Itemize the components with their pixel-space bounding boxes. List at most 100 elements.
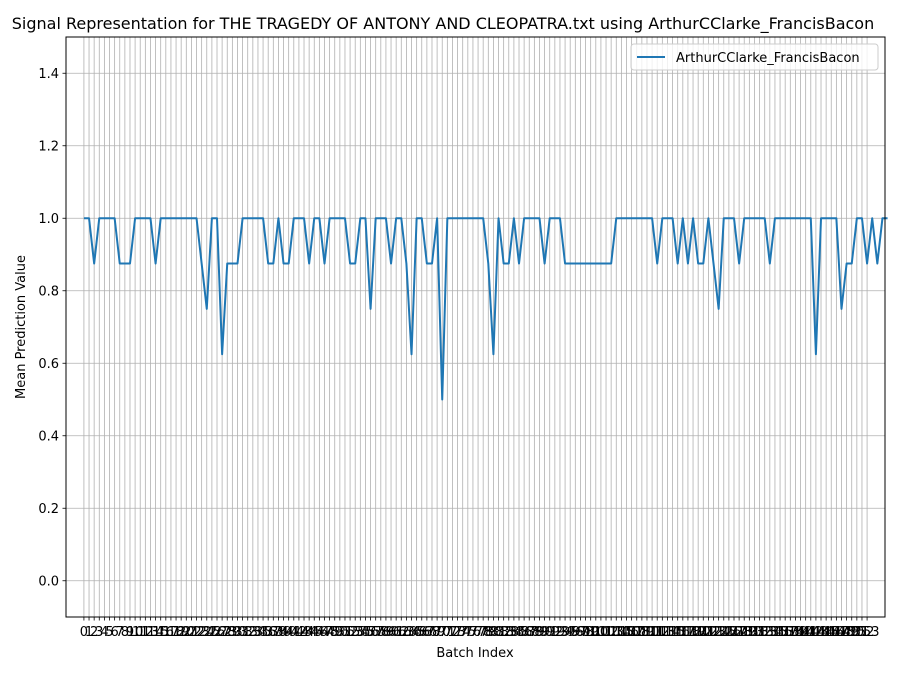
x-tick-label: 75 [460,625,477,640]
x-tick-label: 50 [332,625,349,640]
x-tick-label: 86 [516,625,533,640]
x-tick-label: 29 [224,625,241,640]
x-tick-label: 35 [255,625,272,640]
x-tick-label: 20 [178,625,195,640]
x-tick-label: 92 [547,625,564,640]
x-tick-label: 132 [747,625,772,640]
x-tick-label: 33 [245,625,262,640]
x-tick-label: 45 [306,625,323,640]
x-tick-label: 48 [321,625,338,640]
x-tick-label: 9 [126,625,134,640]
x-tick-label: 17 [163,625,180,640]
y-tick-label: 0.4 [38,429,59,444]
x-tick-label: 8 [121,625,129,640]
x-tick-label: 42 [291,625,308,640]
x-tick-label: 98 [577,625,594,640]
x-tick-label: 103 [599,625,624,640]
x-tick-label: 123 [701,625,726,640]
x-tick-label: 93 [552,625,569,640]
x-tick-label: 11 [132,625,149,640]
x-tick-label: 1 [85,625,93,640]
x-tick-label: 73 [449,625,466,640]
x-tick-label: 147 [824,625,849,640]
chart-title: Signal Representation for THE TRAGEDY OF… [12,14,874,34]
x-tick-label: 89 [531,625,548,640]
x-tick-label: 22 [188,625,205,640]
x-tick-label: 34 [250,625,267,640]
x-tick-label: 71 [439,625,456,640]
x-tick-label: 120 [686,625,711,640]
x-tick-label: 101 [588,625,613,640]
x-tick-label: 131 [742,625,767,640]
x-tick-label: 90 [536,625,553,640]
y-tick-label: 1.4 [38,67,59,82]
x-tick-label: 43 [296,625,313,640]
y-tick-label: 0.6 [38,357,59,372]
x-tick-label: 0 [80,625,88,640]
x-tick-label: 113 [650,625,675,640]
x-tick-label: 145 [814,625,839,640]
x-tick-label: 84 [506,625,523,640]
x-tick-label: 83 [500,625,517,640]
x-tick-label: 138 [778,625,803,640]
x-tick-label: 47 [316,625,333,640]
x-tick-label: 63 [398,625,415,640]
x-tick-label: 57 [367,625,384,640]
x-tick-label: 66 [413,625,430,640]
x-tick-label: 3 [95,625,103,640]
plot-frame [65,36,886,618]
x-tick-label: 137 [773,625,798,640]
x-tick-label: 65 [408,625,425,640]
x-tick-label: 126 [716,625,741,640]
x-tick-label: 136 [768,625,793,640]
x-tick-label: 76 [465,625,482,640]
y-tick-label: 0.2 [38,502,59,517]
y-axis-ticks: 0.0 0.2 0.4 0.6 0.8 1.0 1.2 1.4 [38,67,66,589]
x-tick-label: 28 [219,625,236,640]
x-tick-label: 127 [722,625,747,640]
x-tick-label: 40 [280,625,297,640]
x-tick-label: 116 [665,625,690,640]
x-tick-label: 79 [480,625,497,640]
grid [66,37,885,617]
x-tick-label: 37 [265,625,282,640]
y-tick-label: 0.8 [38,284,59,299]
x-tick-label: 55 [357,625,374,640]
x-tick-label: 130 [737,625,762,640]
x-tick-label: 133 [752,625,777,640]
x-tick-label: 121 [691,625,716,640]
x-tick-label: 140 [788,625,813,640]
x-tick-label: 31 [234,625,251,640]
x-tick-label: 30 [229,625,246,640]
x-tick-label: 143 [803,625,828,640]
x-tick-label: 6 [110,625,118,640]
x-tick-label: 102 [594,625,619,640]
x-tick-label: 114 [655,625,680,640]
x-tick-label: 72 [444,625,461,640]
x-tick-label: 81 [490,625,507,640]
x-tick-label: 69 [429,625,446,640]
x-tick-label: 149 [834,625,859,640]
x-tick-label: 5 [105,625,113,640]
x-tick-label: 105 [609,625,634,640]
x-tick-label: 53 [347,625,364,640]
y-tick-label: 1.2 [38,139,59,154]
x-tick-label: 7 [116,625,124,640]
x-tick-label: 82 [495,625,512,640]
x-tick-label: 99 [582,625,599,640]
x-tick-label: 108 [624,625,649,640]
x-tick-label: 21 [183,625,200,640]
x-axis-ticks: 0123456789101112131415161718192021222324… [80,617,879,640]
x-tick-label: 91 [541,625,558,640]
x-tick-label: 59 [378,625,395,640]
x-tick-label: 58 [373,625,390,640]
x-tick-label: 134 [757,625,782,640]
x-tick-label: 135 [763,625,788,640]
x-tick-label: 2 [90,625,98,640]
x-tick-label: 88 [526,625,543,640]
x-tick-label: 18 [168,625,185,640]
x-tick-label: 61 [388,625,405,640]
x-tick-label: 4 [100,625,108,640]
x-tick-label: 118 [676,625,701,640]
